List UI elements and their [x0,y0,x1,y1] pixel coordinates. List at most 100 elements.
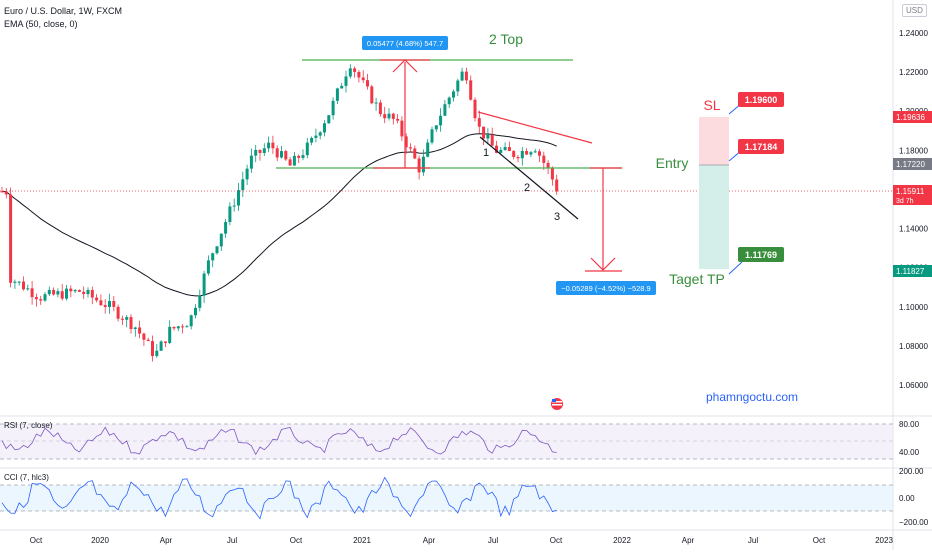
candle-body [52,289,56,295]
candle-body [69,288,73,292]
rsi-label[interactable]: RSI (7, close) [4,421,53,430]
x-tick-label: Oct [813,536,826,545]
entry-price-box[interactable] [738,139,784,154]
x-tick-label: 2020 [91,536,109,545]
x-tick-label: Oct [550,536,563,545]
candle-body [120,318,124,320]
candle-body [503,147,507,150]
candle-body [73,290,77,292]
sl-label: SL [703,97,720,113]
price-badge [893,111,932,123]
x-tick-label: Jul [488,536,498,545]
candle-body [159,341,163,351]
ema-indicator-label[interactable]: EMA (50, close, 0) [4,19,78,29]
y-tick-label: 1.10000 [899,303,928,312]
time-axis[interactable]: Oct 2020 Apr Jul Oct 2021 Apr Jul Oct 2022 Apr Jul O… [30,536,894,545]
candle-body [0,191,4,193]
price-axis[interactable]: 1.240001.220001.200001.180001.160001.140… [899,29,928,390]
candle-body [318,132,322,136]
candle-body [262,148,266,153]
candle-body [434,125,438,130]
y-tick-label: 1.22000 [899,68,928,77]
candle-body [17,281,21,283]
candle-body [490,134,494,146]
cci-tick-label: 200.00 [899,467,924,476]
price-badges: 1.19636 1.17220 1.15911 3d 7h 1.11827 [893,111,932,277]
candle-body [327,115,331,124]
candle-body [469,80,473,100]
wave-1-label: 1 [483,147,489,159]
wave-3-label: 3 [554,211,560,223]
candle-body [211,253,215,261]
candle-body [348,68,352,77]
measure-up-box[interactable] [362,36,448,50]
candle-body [224,221,228,234]
candle-body [163,341,167,343]
candle-body [464,71,468,81]
candle-body [258,149,262,153]
price-badge [893,158,932,170]
candle-body [43,294,47,301]
candle-body [237,190,240,206]
cci-label[interactable]: CCI (7, hlc3) [4,473,49,482]
candle-body [219,233,223,247]
candle-body [447,97,451,105]
x-tick-label: Oct [30,536,43,545]
candle-body [155,350,159,357]
measure-down-arrow[interactable] [585,167,622,272]
measure-up-arrow[interactable] [373,59,430,169]
candle-body [542,155,546,163]
x-tick-label: Jul [748,536,758,545]
candle-body [172,326,176,329]
candle-body [77,290,81,292]
candle-body [146,339,150,342]
candle-body [151,341,154,357]
candle-body [323,123,326,133]
candle-body [271,142,275,149]
measure-down-text: −0.05289 (−4.52%) −528.9 [561,284,650,293]
candle-body [34,297,38,300]
candle-body [297,155,301,158]
candle-body [538,151,541,156]
candle-body [47,289,51,295]
candle-body [288,159,292,166]
tp-price-box[interactable] [738,247,784,262]
tp-price-text: 1.11769 [745,250,777,260]
candle-body [533,151,537,153]
candle-body [228,206,232,222]
candle-body [413,148,417,159]
candle-body [378,102,382,115]
candle-body [241,179,245,191]
candle-body [116,306,120,319]
x-tick-label: Apr [423,536,436,545]
price-badge-text: 1.15911 [896,187,925,196]
symbol-title[interactable]: Euro / U.S. Dollar, 1W, FXCM [4,6,123,16]
sl-price-text: 1.19600 [745,95,778,105]
x-tick-label: Jul [227,536,237,545]
currency-badge[interactable]: USD [902,4,927,17]
candle-body [206,260,210,274]
us-flag-icon[interactable] [551,398,563,410]
candle-body [452,91,455,98]
candle-body [486,134,490,139]
descending-trendline[interactable] [477,111,593,144]
wave-2-label: 2 [524,182,530,194]
position-tool[interactable] [699,117,729,269]
price-badge-text: 1.19636 [896,113,925,122]
candle-body [168,326,172,343]
candle-body [245,168,249,180]
candle-layer [0,64,559,362]
candle-body [421,156,425,173]
x-tick-label: 2023 [875,536,893,545]
candle-body [194,307,197,316]
x-tick-label: Oct [290,536,303,545]
rsi-tick-label: 40.00 [899,448,920,457]
candle-body [409,147,412,149]
wave-line[interactable] [479,136,579,220]
sl-price-box[interactable] [738,92,784,107]
candle-body [4,191,8,195]
price-badge-subtext: 3d 7h [896,198,914,205]
measure-down-box[interactable] [556,281,656,295]
candle-body [267,142,271,149]
